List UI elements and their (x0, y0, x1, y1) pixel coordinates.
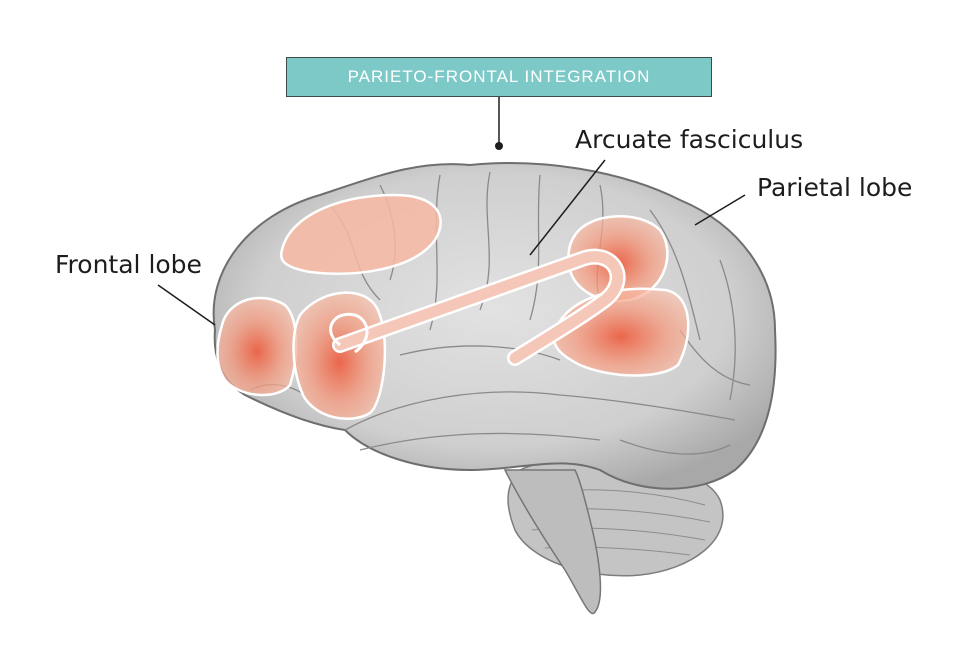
header-text: PARIETO-FRONTAL INTEGRATION (347, 67, 651, 86)
arcuate-tract (329, 248, 626, 366)
frontal-region-middle (292, 291, 387, 421)
highlight-regions (216, 193, 690, 421)
frontal-lobe-label: Frontal lobe (55, 250, 202, 279)
arcuate-leader (529, 159, 606, 256)
frontal-region-lower (216, 296, 298, 397)
header-banner: PARIETO-FRONTAL INTEGRATION (286, 57, 712, 97)
frontal-region-upper (279, 193, 442, 275)
brainstem (503, 469, 602, 615)
frontal-leader (157, 284, 216, 326)
parietal-lobe-label: Parietal lobe (757, 173, 913, 202)
header-leader-dot (495, 142, 503, 150)
arcuate-fasciculus-label: Arcuate fasciculus (575, 125, 804, 154)
parietal-leader (694, 194, 746, 226)
leader-lines (157, 97, 746, 326)
